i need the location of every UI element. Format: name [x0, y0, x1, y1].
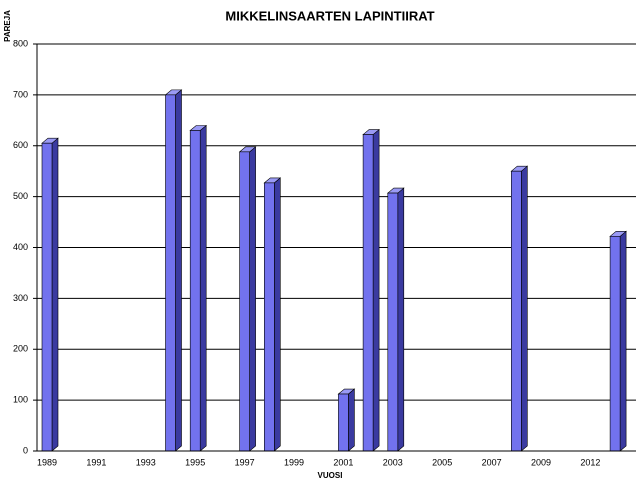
bar: [239, 151, 250, 452]
chart-title: MIKKELINSAARTEN LAPINTIIRAT: [225, 8, 434, 23]
x-tick-label: 1995: [185, 457, 205, 467]
x-tick-label: 2001: [333, 457, 353, 467]
bar: [338, 393, 349, 452]
y-tick-label: 300: [13, 293, 28, 303]
y-tick-label: 800: [13, 38, 28, 48]
x-tick-label: 2007: [482, 457, 502, 467]
y-tick-label: 0: [23, 445, 28, 455]
y-tick-label: 100: [13, 395, 28, 405]
x-tick-label: 1991: [86, 457, 106, 467]
bar: [189, 130, 201, 452]
x-tick-label: 1989: [37, 457, 57, 467]
bar-side: [520, 165, 528, 452]
x-tick-label: 1997: [235, 457, 255, 467]
bar-side: [175, 89, 182, 452]
bar-side: [348, 388, 355, 452]
x-tick-label: 2003: [383, 457, 403, 467]
bar-side: [51, 137, 59, 452]
bar: [362, 134, 374, 452]
y-tick-label: 500: [13, 191, 28, 201]
x-tick-label: 2009: [531, 457, 551, 467]
y-tick-label: 700: [13, 89, 28, 99]
y-tick-label: 200: [13, 344, 28, 354]
bar: [609, 236, 621, 452]
bar-side: [273, 177, 281, 452]
bar-side: [249, 146, 256, 452]
bar: [41, 142, 53, 452]
x-axis-title: VUOSI: [318, 471, 343, 480]
x-tick-label: 1999: [284, 457, 304, 467]
bar-side: [397, 187, 405, 452]
bar-side: [372, 128, 380, 452]
x-tick-label: 1993: [136, 457, 156, 467]
bar-side: [199, 124, 207, 452]
y-tick-label: 400: [13, 242, 28, 252]
y-axis-title: PAREJA: [3, 10, 12, 42]
bar: [387, 192, 399, 452]
bar-side: [619, 230, 627, 452]
bar: [165, 94, 176, 452]
bar: [263, 182, 275, 452]
x-tick-label: 2005: [432, 457, 452, 467]
x-tick-label: 2012: [580, 457, 600, 467]
bar: [510, 170, 522, 452]
y-tick-label: 600: [13, 140, 28, 150]
